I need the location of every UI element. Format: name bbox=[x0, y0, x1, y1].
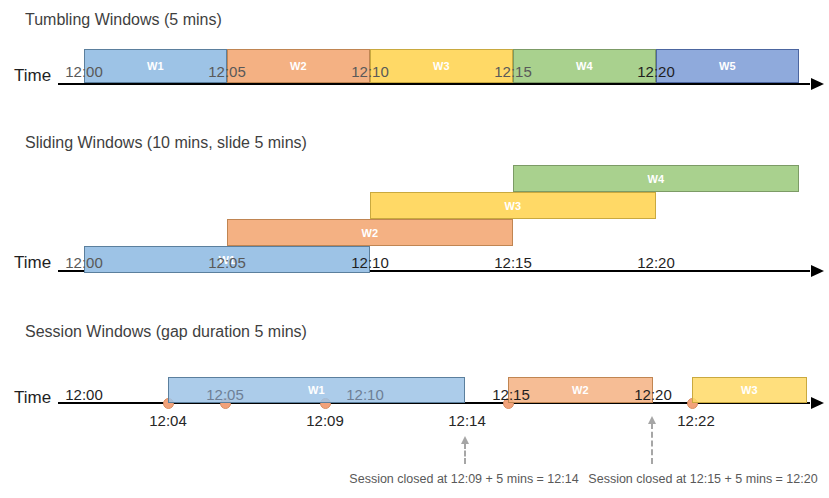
window-box-w3: W3 bbox=[370, 49, 513, 83]
window-label: W2 bbox=[290, 60, 307, 72]
session-close-annotation: Session closed at 12:15 + 5 mins = 12:20 bbox=[588, 472, 817, 486]
window-box-w4: W4 bbox=[513, 165, 799, 192]
section-title-sliding: Sliding Windows (10 mins, slide 5 mins) bbox=[25, 134, 307, 152]
tick-label: 12:15 bbox=[494, 254, 532, 271]
event-time-label: 12:22 bbox=[677, 412, 715, 429]
window-box-w5: W5 bbox=[656, 49, 799, 83]
tick-label: 12:05 bbox=[206, 386, 244, 403]
tick-label: 12:00 bbox=[65, 254, 103, 271]
section-title-tumbling: Tumbling Windows (5 mins) bbox=[25, 11, 222, 29]
window-box-w4: W4 bbox=[513, 49, 656, 83]
tick-label: 12:15 bbox=[494, 63, 532, 80]
window-label: W2 bbox=[361, 227, 378, 239]
callout-arrow-stem bbox=[651, 423, 653, 464]
event-time-label: 12:09 bbox=[306, 412, 344, 429]
tick-label: 12:10 bbox=[346, 386, 384, 403]
window-label: W4 bbox=[647, 173, 664, 185]
window-label: W4 bbox=[576, 60, 593, 72]
time-axis-label: Time bbox=[14, 388, 51, 408]
window-box-w2: W2 bbox=[227, 49, 370, 83]
time-axis-label: Time bbox=[14, 66, 51, 86]
window-box-w3: W3 bbox=[370, 192, 656, 219]
event-time-label: 12:14 bbox=[448, 412, 486, 429]
tick-label: 12:00 bbox=[65, 63, 103, 80]
section-title-session: Session Windows (gap duration 5 mins) bbox=[25, 323, 307, 341]
window-label: W1 bbox=[308, 384, 325, 396]
tick-label: 12:20 bbox=[637, 63, 675, 80]
window-label: W3 bbox=[433, 60, 450, 72]
tick-label: 12:20 bbox=[637, 254, 675, 271]
event-time-label: 12:04 bbox=[149, 412, 187, 429]
tick-label: 12:10 bbox=[351, 63, 389, 80]
tick-label: 12:10 bbox=[351, 254, 389, 271]
stream-windowing-diagram: Tumbling Windows (5 mins) Time W1 W2 W3 W4 W… bbox=[0, 0, 829, 498]
time-axis-label: Time bbox=[14, 253, 51, 273]
window-box-w1: W1 bbox=[84, 49, 227, 83]
tick-label: 12:05 bbox=[208, 63, 246, 80]
window-box-w2: W2 bbox=[227, 219, 513, 246]
tick-label: 12:05 bbox=[208, 254, 246, 271]
window-box-w3: W3 bbox=[692, 377, 807, 403]
tick-label: 12:00 bbox=[65, 386, 103, 403]
window-label: W2 bbox=[572, 384, 589, 396]
axis-arrowhead-icon bbox=[811, 397, 824, 409]
tick-label: 12:20 bbox=[634, 386, 672, 403]
window-label: W1 bbox=[147, 60, 164, 72]
tick-label: 12:15 bbox=[492, 386, 530, 403]
window-label: W5 bbox=[719, 60, 736, 72]
session-close-annotation: Session closed at 12:09 + 5 mins = 12:14 bbox=[349, 472, 578, 486]
window-label: W3 bbox=[504, 200, 521, 212]
callout-arrow-stem bbox=[464, 443, 466, 464]
window-label: W3 bbox=[741, 384, 758, 396]
